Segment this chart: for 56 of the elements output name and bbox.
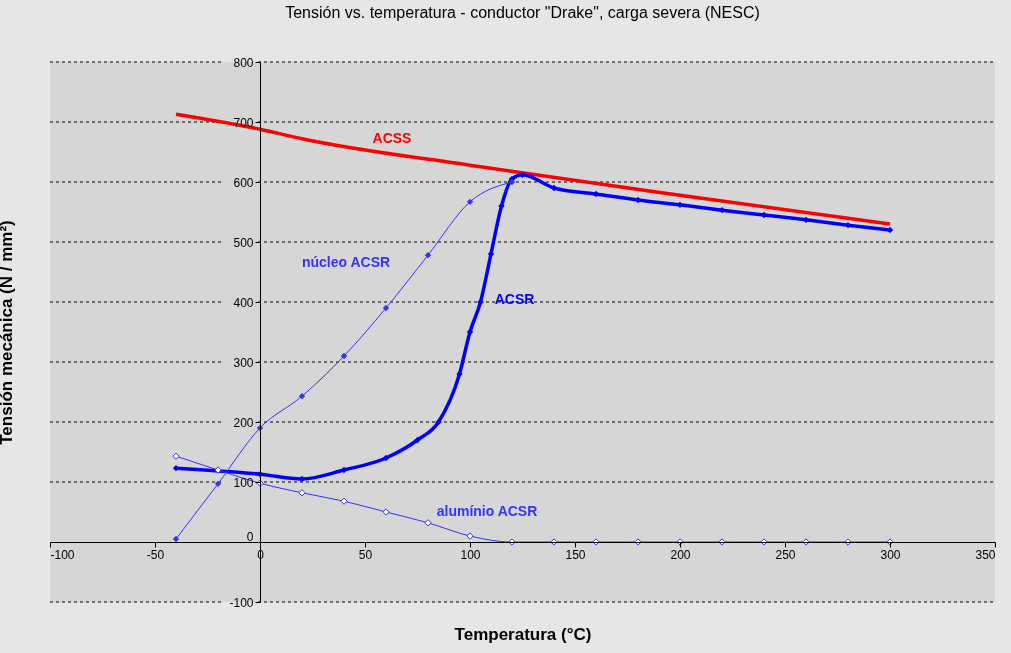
point: [592, 538, 600, 546]
point: [298, 393, 306, 400]
x-tick-label: 250: [775, 547, 796, 562]
point: [424, 519, 432, 527]
x-tick-label: 150: [565, 547, 586, 562]
point: [508, 538, 516, 546]
x-tick-label: 200: [670, 547, 691, 562]
point: [340, 497, 348, 505]
x-tick-label: 300: [880, 547, 901, 562]
series-label: ACSR: [494, 291, 535, 307]
y-tick-label: 300: [233, 355, 254, 370]
point: [844, 538, 852, 546]
x-tick-label: 350: [975, 547, 996, 562]
y-tick-label: 0: [246, 529, 254, 544]
point: [424, 252, 432, 259]
point: [466, 532, 474, 540]
x-tick-label: 50: [358, 547, 373, 562]
x-tick-label: -100: [50, 547, 75, 562]
point: [498, 202, 505, 210]
point: [634, 538, 642, 546]
x-tick-label: 100: [460, 547, 481, 562]
y-tick-label: 600: [233, 175, 254, 190]
series-label: alumínio ACSR: [436, 503, 538, 519]
point: [718, 538, 726, 546]
point: [550, 538, 558, 546]
point: [477, 298, 484, 306]
point: [676, 538, 684, 546]
point: [382, 304, 390, 312]
series-label: ACSS: [372, 129, 412, 146]
y-tick-label: 800: [233, 55, 254, 70]
y-tick-label: 200: [233, 415, 254, 430]
point: [466, 198, 474, 205]
y-tick-label: 100: [233, 475, 254, 490]
y-tick-label: 500: [233, 235, 254, 250]
point: [760, 538, 768, 546]
point: [340, 352, 348, 360]
point: [519, 171, 526, 178]
point: [456, 370, 463, 378]
point: [886, 538, 894, 546]
point: [802, 538, 810, 546]
point: [172, 535, 180, 543]
point: [172, 452, 180, 460]
x-tick-label: -50: [146, 547, 165, 562]
series-label: núcleo ACSR: [301, 254, 391, 271]
chart-title: Tensión vs. temperatura - conductor "Drake", carga severa (NESC): [285, 4, 760, 21]
point: [214, 466, 222, 474]
point: [256, 424, 264, 432]
point: [298, 489, 306, 497]
y-tick-label: 400: [233, 295, 254, 310]
y-tick-label: -100: [229, 595, 254, 610]
point: [414, 436, 421, 444]
point: [382, 454, 390, 462]
point: [214, 480, 222, 487]
point: [382, 508, 390, 516]
point: [435, 418, 442, 426]
x-axis-title: Temperatura (°C): [454, 624, 592, 644]
